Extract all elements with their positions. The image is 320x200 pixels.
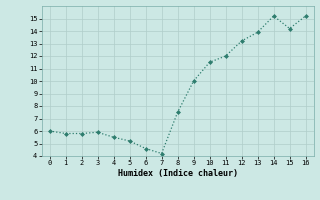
X-axis label: Humidex (Indice chaleur): Humidex (Indice chaleur): [118, 169, 237, 178]
